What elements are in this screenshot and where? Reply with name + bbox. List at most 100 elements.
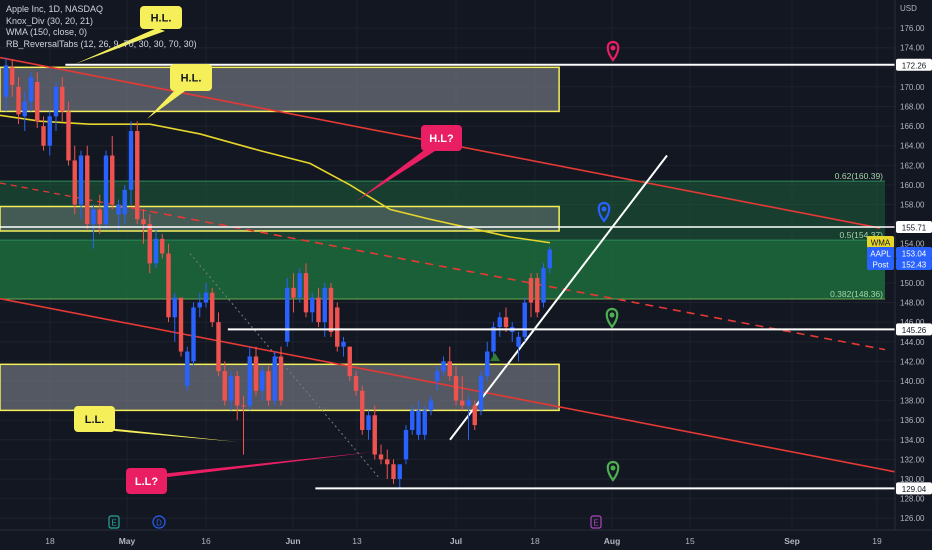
callout-label: L.L? — [135, 476, 158, 488]
candle-body — [285, 287, 290, 342]
candle-body — [35, 82, 40, 122]
candle-body — [478, 376, 484, 411]
indicator-knox-div[interactable]: Knox_Div (30, 20, 21) — [6, 15, 94, 26]
candle-body — [453, 376, 459, 401]
candle-body — [41, 126, 46, 146]
candle-body — [103, 155, 109, 225]
price-tick-label: 132.00 — [900, 455, 925, 464]
candle-body — [422, 410, 427, 435]
price-tick-label: 160.00 — [900, 181, 925, 190]
candle-body — [22, 101, 27, 117]
trendlines-layer — [0, 56, 932, 480]
candle-body — [460, 400, 465, 406]
time-axis[interactable]: 18 May 16 Jun 13 Jul 18 Aug 15 Sep 19 E D E — [0, 515, 932, 546]
candle-body — [116, 204, 121, 215]
candle-body — [72, 160, 77, 205]
time-tick-label: 18 — [45, 536, 55, 546]
fib-level-label: 0.5(154.37) — [840, 230, 884, 240]
candle-body — [66, 111, 71, 161]
pin-dot — [610, 465, 616, 471]
price-tick-label: 166.00 — [900, 122, 925, 131]
blue-pin-icon — [597, 201, 611, 223]
candle-body — [235, 376, 240, 406]
price-tick-label: 168.00 — [900, 103, 925, 112]
candle-body — [28, 77, 34, 102]
fib-level-label: 0.382(148.36) — [830, 289, 883, 299]
candle-body — [310, 297, 315, 313]
time-tick-label: 15 — [685, 536, 695, 546]
candle-body — [153, 238, 159, 264]
indicator-reversal-tabs[interactable]: RB_ReversalTabs (12, 26, 9, 70, 30, 30, … — [6, 38, 197, 49]
candle-body — [191, 307, 196, 362]
time-tick-label: May — [119, 536, 136, 546]
callout-label: H.L. — [181, 73, 202, 85]
time-tick-label: Sep — [784, 536, 800, 546]
price-tick-label: 128.00 — [900, 495, 925, 504]
candle-body — [128, 131, 134, 190]
price-tick-label: 164.00 — [900, 142, 925, 151]
candle-body — [497, 317, 502, 328]
candle-body — [372, 415, 377, 455]
candle-body — [547, 249, 552, 269]
pin-outline — [606, 460, 620, 482]
time-tick-label: Jun — [285, 536, 300, 546]
price-tick-label: 138.00 — [900, 397, 925, 406]
candle-body — [441, 361, 446, 372]
white-uptrend-line — [449, 154, 668, 441]
currency-label: USD — [900, 4, 917, 13]
candle-body — [303, 273, 309, 313]
price-label-box — [896, 247, 932, 259]
time-tick-label: 19 — [872, 536, 882, 546]
earnings-event-icon — [590, 515, 602, 529]
indicator-wma[interactable]: WMA (150, close, 0) — [6, 27, 88, 37]
candle-body — [328, 287, 334, 332]
candle-body — [247, 356, 252, 406]
pin-outline — [605, 307, 619, 329]
candle-body — [228, 376, 234, 401]
candle-body — [160, 238, 165, 254]
red-dashed-line — [149, 210, 886, 351]
pin-dot — [610, 45, 616, 51]
candle-body — [222, 371, 227, 401]
price-axis[interactable]: USD 126.00 128.00 130.00 132.00 134.00 136.00 1… — [867, 0, 932, 550]
callout-box — [126, 468, 167, 494]
time-tick-label: 13 — [352, 536, 362, 546]
candle-body — [185, 351, 190, 386]
candle-body — [78, 155, 84, 205]
candle-body — [135, 131, 140, 220]
price-label-text: 155.71 — [902, 223, 927, 232]
candle-body — [260, 371, 265, 391]
candle-body — [210, 292, 215, 323]
series-tag-label: Post — [872, 261, 889, 270]
fib-level-label: 0.62(160.39) — [835, 171, 883, 181]
candle-body — [203, 292, 209, 303]
candle-body — [10, 67, 15, 85]
price-tick-label: 148.00 — [900, 299, 925, 308]
price-label-text: 145.26 — [902, 326, 927, 335]
series-tag-label: AAPL — [870, 250, 891, 259]
price-label-box — [896, 58, 932, 71]
candle-body — [91, 209, 96, 225]
dotted-guide-line — [189, 253, 381, 480]
time-tick-label: Aug — [604, 536, 621, 546]
candle-body — [272, 356, 277, 401]
price-tick-label: 136.00 — [900, 416, 925, 425]
pins-layer — [597, 40, 620, 482]
symbol-title[interactable]: Apple Inc, 1D, NASDAQ — [6, 4, 104, 14]
candle-body — [166, 253, 171, 318]
candle-body — [472, 405, 477, 426]
candle-body — [466, 400, 471, 406]
event-marker-label: D — [156, 519, 162, 528]
time-tick-label: 16 — [201, 536, 211, 546]
supply-demand-box — [0, 66, 560, 113]
candle-body — [528, 278, 534, 303]
fib-zone-lower — [0, 240, 885, 300]
candle-body — [403, 429, 409, 460]
candle-body — [360, 390, 365, 430]
price-tick-label: 158.00 — [900, 201, 925, 210]
candle-body — [491, 327, 496, 352]
candle-body — [516, 336, 521, 347]
dividend-event-icon — [152, 515, 166, 529]
candle-body — [416, 410, 421, 435]
